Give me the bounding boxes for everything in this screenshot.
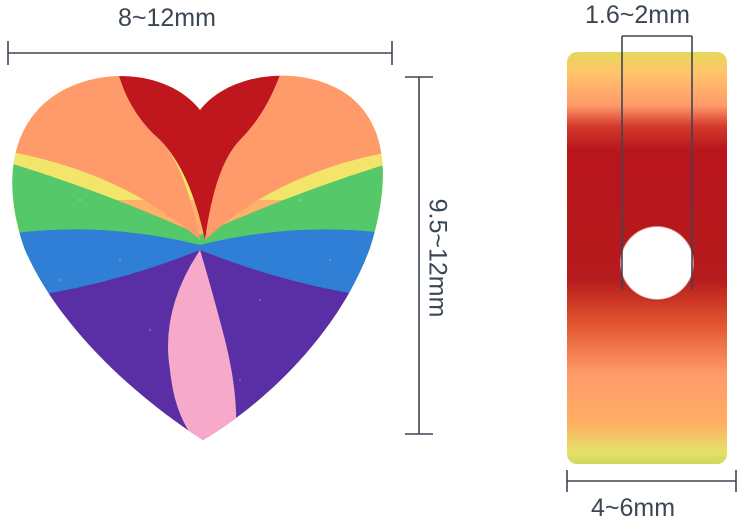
thickness-label: 4~6mm <box>591 494 676 522</box>
hole-dimension-line <box>621 35 693 290</box>
width-dimension-line <box>7 41 393 65</box>
heart-bead-icon <box>12 75 383 440</box>
height-label: 9.5~12mm <box>423 198 452 318</box>
width-label: 8~12mm <box>118 4 216 32</box>
thickness-dimension-line <box>566 470 737 492</box>
bead-side-view-icon <box>567 52 727 464</box>
hole-diameter-label: 1.6~2mm <box>585 1 690 29</box>
height-dimension-line <box>405 76 433 435</box>
